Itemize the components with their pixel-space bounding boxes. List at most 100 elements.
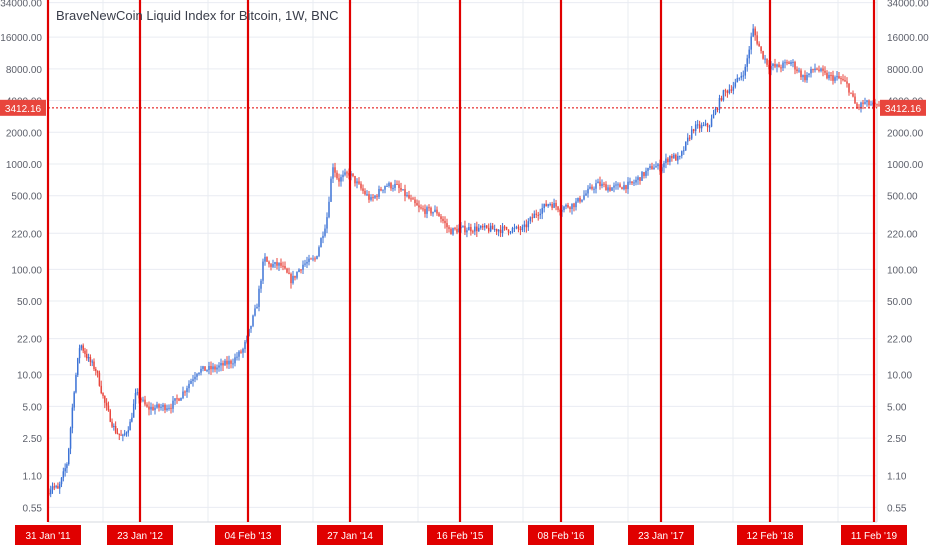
candle-body bbox=[98, 372, 101, 386]
candle-body bbox=[472, 231, 474, 233]
candle-body bbox=[310, 258, 312, 260]
candle-body bbox=[194, 376, 196, 380]
candle-body bbox=[222, 363, 224, 366]
candle-body bbox=[716, 108, 719, 110]
candle-body bbox=[852, 93, 854, 97]
candle-body bbox=[114, 425, 117, 433]
candle-body bbox=[192, 379, 194, 381]
candle-body bbox=[410, 198, 412, 200]
y-tick-label-left: 1.10 bbox=[23, 472, 43, 483]
candle-body bbox=[224, 360, 226, 366]
candle-body bbox=[334, 167, 336, 173]
candle-body bbox=[854, 96, 856, 104]
candle-body bbox=[744, 66, 746, 76]
candle-body bbox=[764, 58, 766, 60]
candle-body bbox=[876, 104, 878, 106]
candle-body bbox=[412, 198, 414, 200]
candle-body bbox=[824, 70, 826, 73]
candle-body bbox=[158, 404, 160, 408]
candle-body bbox=[846, 81, 848, 84]
candle-body bbox=[60, 477, 63, 485]
candle-body bbox=[742, 75, 744, 77]
y-tick-label-left: 22.00 bbox=[17, 335, 42, 346]
candle-body bbox=[651, 166, 653, 170]
marker-label: 16 Feb '15 bbox=[437, 531, 484, 542]
y-tick-label-left: 1000.00 bbox=[6, 160, 43, 171]
candle-body bbox=[260, 280, 262, 289]
candle-body bbox=[529, 217, 532, 222]
candle-body bbox=[804, 75, 806, 81]
candle-body bbox=[456, 228, 458, 233]
candle-body bbox=[663, 163, 665, 168]
candle-body bbox=[766, 58, 768, 65]
candle-body bbox=[286, 268, 288, 273]
candle-body bbox=[772, 64, 774, 66]
candle-body bbox=[625, 185, 627, 190]
candle-body bbox=[519, 228, 522, 230]
candle-body bbox=[683, 150, 685, 152]
y-tick-label-left: 8000.00 bbox=[6, 65, 43, 76]
candle-body bbox=[320, 238, 322, 248]
candle-body bbox=[278, 262, 280, 266]
candle-body bbox=[330, 178, 332, 202]
marker-label-bg bbox=[317, 525, 383, 545]
candle-body bbox=[653, 167, 655, 170]
candle-body bbox=[294, 275, 296, 278]
candle-body bbox=[318, 247, 320, 256]
candle-body bbox=[168, 407, 170, 409]
y-tick-label-right: 100.00 bbox=[887, 265, 918, 276]
candle-body bbox=[154, 407, 156, 411]
candle-body bbox=[220, 363, 222, 366]
candle-body bbox=[107, 405, 110, 411]
candle-body bbox=[685, 141, 687, 151]
candle-body bbox=[581, 199, 583, 202]
candle-body bbox=[316, 255, 318, 259]
candle-body bbox=[796, 69, 798, 71]
candle-body bbox=[692, 129, 695, 131]
candle-body bbox=[75, 374, 77, 393]
candle-body bbox=[420, 207, 422, 209]
candle-body bbox=[812, 69, 814, 71]
candle-body bbox=[324, 228, 326, 236]
candle-body bbox=[615, 184, 617, 186]
marker-label-bg bbox=[737, 525, 803, 545]
candle-body bbox=[374, 195, 376, 198]
candle-body bbox=[828, 75, 830, 79]
candle-body bbox=[720, 97, 723, 101]
candle-body bbox=[511, 228, 514, 233]
candle-body bbox=[370, 197, 372, 200]
candle-body bbox=[296, 271, 298, 278]
candle-body bbox=[236, 356, 238, 358]
candle-body bbox=[798, 70, 800, 72]
candle-body bbox=[212, 366, 214, 370]
candle-body bbox=[760, 46, 762, 52]
candle-body bbox=[77, 358, 79, 375]
candle-body bbox=[822, 68, 824, 71]
candle-body bbox=[144, 399, 146, 405]
candle-body bbox=[228, 360, 230, 365]
candle-body bbox=[102, 392, 104, 396]
candle-body bbox=[336, 172, 338, 179]
candle-body bbox=[132, 403, 135, 418]
candle-body bbox=[206, 369, 208, 371]
candle-body bbox=[677, 156, 679, 161]
candle-body bbox=[758, 43, 760, 47]
candle-body bbox=[67, 448, 70, 465]
candle-body bbox=[53, 486, 56, 488]
candle-body bbox=[242, 348, 244, 353]
candle-body bbox=[362, 188, 364, 191]
candle-body bbox=[148, 406, 150, 410]
candle-body bbox=[64, 468, 66, 472]
y-tick-label-right: 1.10 bbox=[887, 472, 907, 483]
candle-body bbox=[406, 194, 408, 197]
candle-body bbox=[51, 486, 54, 490]
candle-body bbox=[816, 68, 818, 70]
candle-body bbox=[499, 229, 502, 233]
candle-body bbox=[190, 380, 192, 384]
candle-body bbox=[466, 230, 468, 233]
candle-body bbox=[116, 432, 119, 434]
candle-body bbox=[306, 261, 308, 264]
y-tick-label-left: 100.00 bbox=[11, 265, 42, 276]
candle-body bbox=[641, 172, 643, 181]
